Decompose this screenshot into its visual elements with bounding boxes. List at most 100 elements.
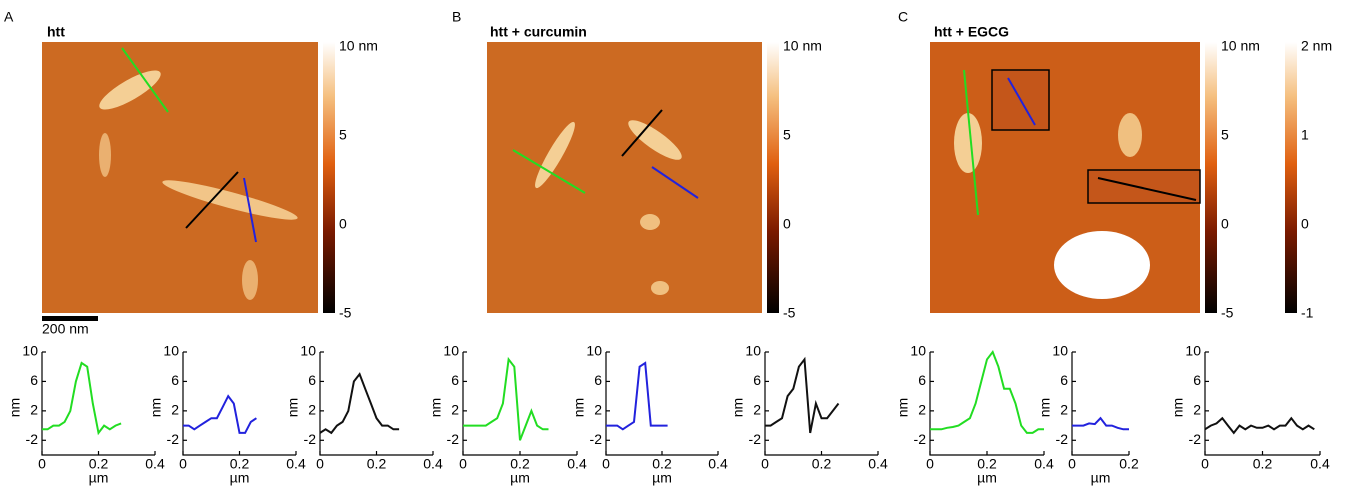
x-axis-label: µm — [977, 470, 997, 486]
colorbar-tick-label: 10 nm — [339, 38, 378, 54]
y-tick-label: 10 — [443, 343, 459, 359]
colorbar-tick-label: 0 — [1301, 216, 1309, 232]
axes — [1204, 352, 1320, 456]
y-tick-label: 6 — [308, 372, 316, 388]
profile-line — [765, 356, 840, 434]
y-tick-label: 10 — [910, 343, 926, 359]
profile-line — [42, 361, 122, 436]
profile-line — [930, 349, 1044, 434]
x-tick-label: 0.2 — [510, 456, 530, 472]
x-tick-label: 0.2 — [230, 456, 250, 472]
colorbar-tick-label: 0 — [339, 216, 347, 232]
colorbar-tick-label: 5 — [783, 127, 791, 143]
colorbar-tick-label: 5 — [1221, 127, 1229, 143]
axes — [182, 352, 296, 456]
x-tick-label: 0 — [316, 456, 324, 472]
x-tick-label: 0 — [1068, 456, 1076, 472]
x-tick-label: 0.2 — [977, 456, 997, 472]
x-tick-label: 0.2 — [367, 456, 387, 472]
y-tick-label: 6 — [171, 372, 179, 388]
x-tick-label: 0 — [761, 456, 769, 472]
y-tick-label: -2 — [447, 431, 460, 447]
y-axis-label: nm — [730, 398, 746, 417]
colorbar-tick-label: -5 — [339, 305, 352, 321]
y-tick-label: 2 — [1193, 402, 1201, 418]
x-tick-label: 0.2 — [89, 456, 109, 472]
x-tick-label: 0 — [602, 456, 610, 472]
y-tick-label: 2 — [918, 402, 926, 418]
y-tick-label: 6 — [451, 372, 459, 388]
panel-label: A — [4, 9, 14, 25]
y-tick-label: -2 — [590, 431, 603, 447]
y-tick-label: 6 — [1060, 372, 1068, 388]
panel-title: htt + curcumin — [490, 24, 587, 40]
y-tick-label: 6 — [30, 372, 38, 388]
y-tick-label: -2 — [1189, 431, 1202, 447]
colorbar-tick-label: 5 — [339, 127, 347, 143]
scale-bar-label: 200 nm — [42, 321, 89, 337]
colorbar-tick-label: -5 — [783, 305, 796, 321]
x-tick-label: 0.4 — [868, 456, 888, 472]
x-tick-label: 0 — [38, 456, 46, 472]
axes — [41, 352, 155, 456]
y-tick-label: 6 — [918, 372, 926, 388]
colorbar-tick-label: 10 nm — [783, 38, 822, 54]
x-tick-label: 0.2 — [812, 456, 832, 472]
y-tick-label: 10 — [586, 343, 602, 359]
profile-line — [1072, 416, 1129, 431]
x-axis-label: µm — [230, 470, 250, 486]
colorbar-tick-label: -1 — [1301, 305, 1314, 321]
axes — [1071, 352, 1129, 456]
y-axis-label: nm — [571, 398, 587, 417]
y-tick-label: 2 — [30, 402, 38, 418]
x-tick-label: 0 — [179, 456, 187, 472]
axes — [764, 352, 878, 456]
y-axis-label: nm — [148, 398, 164, 417]
panel-title: htt — [47, 24, 65, 40]
colorbar-tick-label: 2 nm — [1301, 38, 1332, 54]
y-tick-label: 2 — [308, 402, 316, 418]
y-axis-label: nm — [428, 398, 444, 417]
y-tick-label: -2 — [304, 431, 317, 447]
y-tick-label: 2 — [594, 402, 602, 418]
colorbar-tick-label: 1 — [1301, 127, 1309, 143]
panel-label: B — [452, 9, 461, 25]
axes — [319, 352, 433, 456]
y-tick-label: 6 — [594, 372, 602, 388]
y-axis-label: nm — [1037, 398, 1053, 417]
y-tick-label: 10 — [1185, 343, 1201, 359]
profile-line — [319, 372, 400, 435]
profile-line — [606, 361, 668, 431]
y-tick-label: -2 — [26, 431, 39, 447]
x-axis-label: µm — [1091, 470, 1111, 486]
afm-images — [42, 42, 1297, 321]
y-tick-label: 10 — [745, 343, 761, 359]
y-tick-label: -2 — [167, 431, 180, 447]
colorbar-tick-label: 0 — [1221, 216, 1229, 232]
x-tick-label: 0.2 — [1119, 456, 1139, 472]
y-tick-label: -2 — [749, 431, 762, 447]
y-tick-label: 2 — [171, 402, 179, 418]
colorbar-tick-label: 0 — [783, 216, 791, 232]
y-axis-label: nm — [1170, 398, 1186, 417]
x-tick-label: 0 — [926, 456, 934, 472]
x-tick-label: 0.4 — [708, 456, 728, 472]
colorbar-tick-label: -5 — [1221, 305, 1234, 321]
x-tick-label: 0.4 — [423, 456, 443, 472]
x-tick-label: 0.4 — [1034, 456, 1054, 472]
y-axis-label: nm — [285, 398, 301, 417]
x-tick-label: 0.4 — [145, 456, 165, 472]
y-tick-label: 10 — [22, 343, 38, 359]
profile-line — [1204, 416, 1315, 435]
x-tick-label: 0.2 — [1253, 456, 1273, 472]
panel-label: C — [898, 9, 908, 25]
y-tick-label: 6 — [1193, 372, 1201, 388]
x-tick-label: 0.4 — [567, 456, 587, 472]
y-tick-label: 10 — [163, 343, 179, 359]
x-tick-label: 0 — [459, 456, 467, 472]
y-tick-label: 6 — [753, 372, 761, 388]
y-tick-label: 10 — [1052, 343, 1068, 359]
panel-title: htt + EGCG — [934, 24, 1009, 40]
x-tick-label: 0.4 — [286, 456, 306, 472]
